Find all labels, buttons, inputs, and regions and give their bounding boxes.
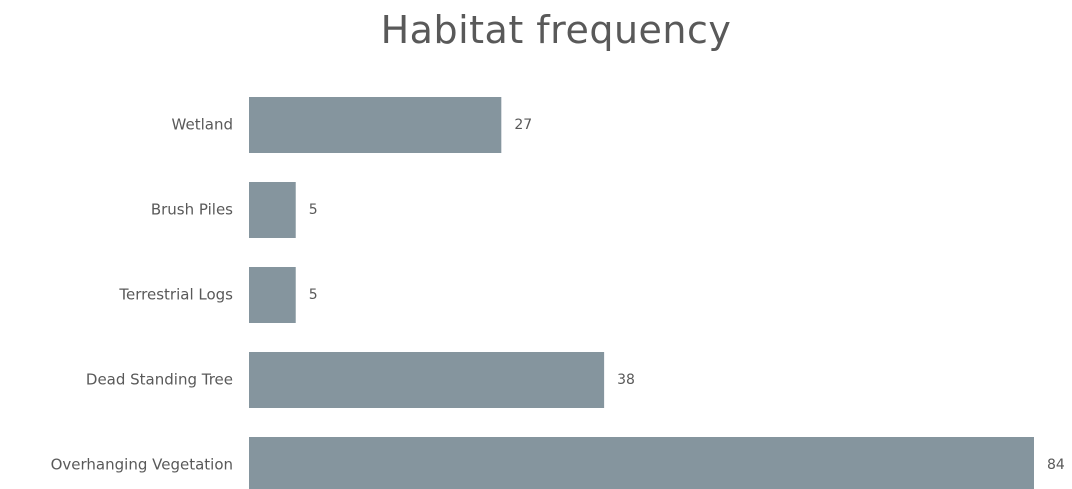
bar-overhanging-vegetation	[249, 437, 1034, 489]
value-label-brush-piles: 5	[309, 202, 318, 218]
value-labels-layer: 27 5 5 38 84	[309, 117, 1065, 473]
bar-terrestrial-logs	[249, 267, 296, 323]
category-label-dead-standing-tree: Dead Standing Tree	[86, 371, 233, 389]
value-label-wetland: 27	[514, 117, 532, 133]
chart-title: Habitat frequency	[380, 8, 732, 52]
value-label-terrestrial-logs: 5	[309, 287, 318, 303]
bar-brush-piles	[249, 182, 296, 238]
category-label-overhanging-vegetation: Overhanging Vegetation	[51, 456, 233, 474]
category-label-wetland: Wetland	[172, 116, 233, 134]
bar-dead-standing-tree	[249, 352, 605, 408]
category-label-brush-piles: Brush Piles	[151, 201, 233, 219]
bars-layer	[249, 97, 1034, 489]
value-label-overhanging-vegetation: 84	[1047, 457, 1065, 473]
value-label-dead-standing-tree: 38	[617, 372, 635, 388]
category-labels-layer: Wetland Brush Piles Terrestrial Logs Dead S…	[51, 116, 234, 474]
bar-wetland	[249, 97, 502, 153]
category-label-terrestrial-logs: Terrestrial Logs	[118, 286, 233, 304]
